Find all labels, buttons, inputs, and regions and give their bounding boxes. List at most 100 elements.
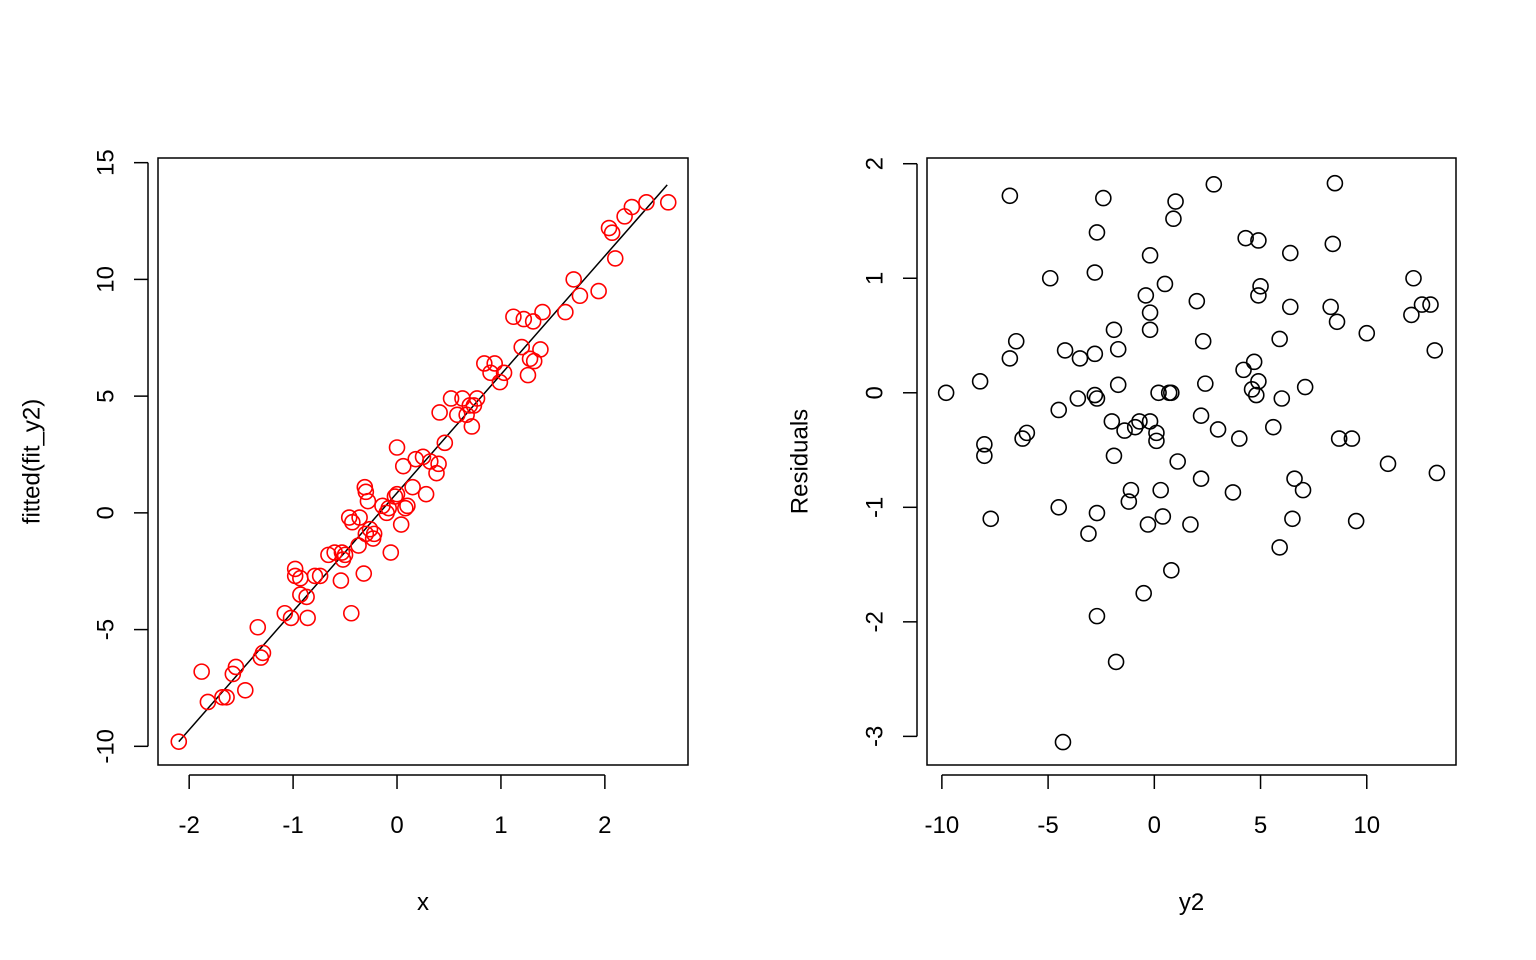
data-point bbox=[342, 604, 360, 622]
data-point bbox=[430, 455, 447, 473]
data-point bbox=[1237, 229, 1254, 247]
y-tick-label: -1 bbox=[862, 497, 889, 518]
data-point bbox=[623, 198, 641, 216]
data-point bbox=[1426, 342, 1444, 359]
data-point bbox=[971, 373, 989, 390]
data-point bbox=[1169, 453, 1186, 470]
data-point bbox=[1247, 386, 1265, 404]
data-point bbox=[534, 303, 551, 321]
data-point bbox=[399, 497, 416, 515]
data-point bbox=[616, 208, 633, 225]
data-point bbox=[1086, 264, 1104, 281]
data-point bbox=[1095, 189, 1112, 207]
data-point bbox=[1080, 525, 1097, 542]
y-tick-label: 0 bbox=[862, 386, 889, 399]
data-point bbox=[1088, 390, 1106, 407]
data-point bbox=[1007, 332, 1025, 350]
data-point bbox=[659, 194, 677, 211]
data-point bbox=[1296, 378, 1314, 396]
data-point bbox=[1116, 422, 1133, 439]
data-point bbox=[227, 658, 245, 676]
data-point bbox=[298, 588, 315, 606]
data-point bbox=[1324, 235, 1342, 253]
data-point bbox=[513, 338, 531, 356]
data-point bbox=[1054, 733, 1072, 751]
data-point bbox=[397, 499, 414, 517]
data-point bbox=[442, 390, 460, 407]
data-point bbox=[1197, 375, 1214, 392]
data-point bbox=[1141, 413, 1159, 430]
data-point bbox=[332, 572, 350, 589]
data-point bbox=[1086, 345, 1104, 363]
data-point bbox=[1330, 430, 1348, 447]
y-tick-label: 0 bbox=[93, 506, 120, 519]
x-tick-label: 1 bbox=[494, 812, 507, 839]
data-point bbox=[937, 384, 955, 402]
data-point bbox=[1071, 350, 1089, 367]
data-point bbox=[532, 341, 549, 358]
data-point bbox=[249, 618, 267, 636]
x-tick-label: -2 bbox=[179, 812, 200, 839]
data-point bbox=[1209, 421, 1227, 438]
y-tick-label: 10 bbox=[93, 266, 120, 293]
data-point bbox=[214, 688, 231, 706]
data-point bbox=[388, 485, 406, 503]
y-tick-label: -5 bbox=[93, 619, 120, 640]
data-point bbox=[1231, 430, 1248, 447]
data-point bbox=[311, 567, 329, 585]
data-point bbox=[1284, 510, 1301, 528]
data-point bbox=[463, 418, 481, 435]
data-point bbox=[1141, 304, 1159, 321]
data-point bbox=[491, 373, 509, 391]
data-point bbox=[600, 219, 618, 237]
data-point bbox=[1107, 653, 1125, 671]
data-point bbox=[170, 733, 188, 750]
data-point bbox=[1167, 193, 1184, 210]
data-point bbox=[1182, 516, 1199, 533]
x-tick-label: -5 bbox=[1037, 812, 1058, 839]
data-point bbox=[1141, 321, 1159, 339]
data-point bbox=[218, 688, 235, 706]
x-tick-label: -10 bbox=[925, 812, 960, 839]
data-point bbox=[1252, 277, 1269, 295]
data-point bbox=[254, 644, 272, 662]
x-tick-label: 2 bbox=[598, 812, 611, 839]
plot-frame bbox=[157, 157, 689, 766]
data-point bbox=[1165, 210, 1182, 227]
data-point bbox=[1152, 481, 1169, 499]
data-point bbox=[1050, 499, 1068, 516]
data-point bbox=[286, 560, 304, 578]
data-point bbox=[525, 352, 543, 370]
y-axis-label: fitted(fit_y2) bbox=[19, 399, 46, 524]
data-point bbox=[1235, 361, 1252, 379]
data-point bbox=[1250, 287, 1267, 304]
data-point bbox=[1156, 275, 1174, 293]
data-point bbox=[350, 537, 367, 554]
data-point bbox=[1163, 384, 1180, 402]
data-point bbox=[603, 224, 621, 242]
data-point bbox=[495, 364, 513, 382]
data-point bbox=[1245, 353, 1263, 371]
data-point bbox=[333, 544, 351, 561]
data-point bbox=[1250, 232, 1267, 249]
data-point bbox=[1422, 296, 1439, 313]
data-point bbox=[1281, 244, 1299, 262]
data-point bbox=[193, 663, 210, 680]
data-point bbox=[1148, 424, 1165, 442]
data-point bbox=[448, 406, 466, 424]
data-point bbox=[340, 509, 358, 526]
x-tick-label: 0 bbox=[390, 812, 403, 839]
data-point bbox=[1326, 174, 1344, 192]
x-axis-label: x bbox=[417, 889, 429, 916]
x-tick-label: 5 bbox=[1254, 812, 1267, 839]
y-tick-label: 5 bbox=[93, 389, 120, 402]
data-point bbox=[1150, 384, 1167, 402]
data-point bbox=[306, 567, 324, 585]
y-tick-label: 2 bbox=[862, 157, 889, 170]
data-point bbox=[1126, 418, 1144, 436]
data-point bbox=[571, 287, 589, 305]
data-point bbox=[519, 366, 537, 384]
data-point bbox=[1086, 386, 1104, 404]
